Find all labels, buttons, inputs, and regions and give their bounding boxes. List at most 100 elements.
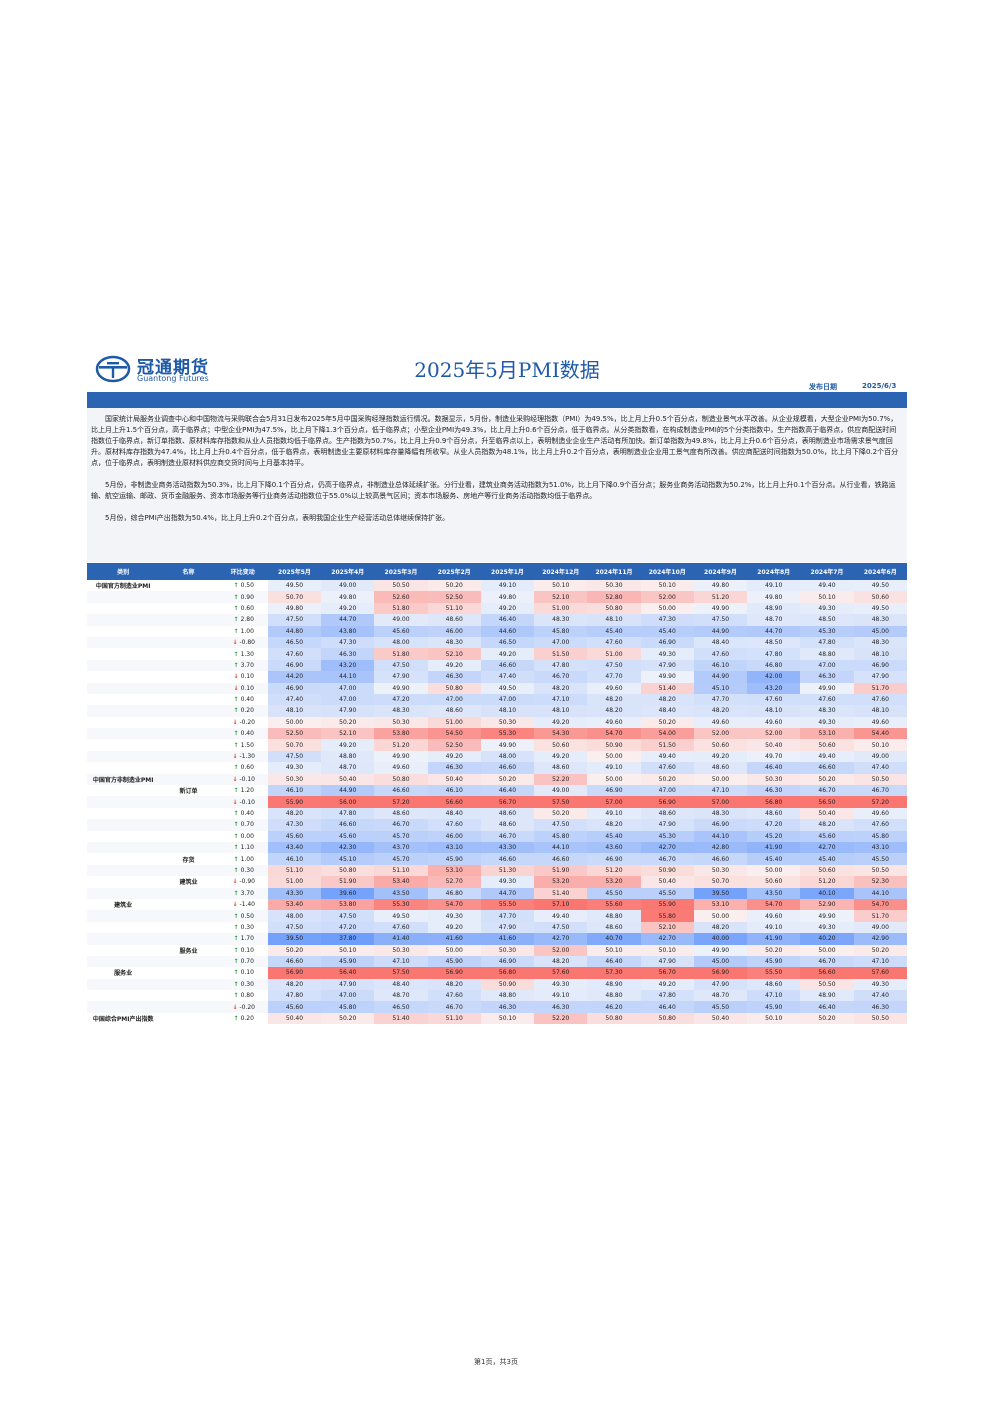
mom-change-value: 0.40 [240, 696, 254, 704]
value-cell: 47.90 [640, 819, 694, 831]
value-cell: 49.90 [374, 682, 428, 694]
mom-change-value: 0.30 [240, 980, 254, 988]
value-cell: 49.30 [800, 921, 854, 934]
mom-change-cell: ↑ 0.20 [218, 705, 268, 716]
row-name [159, 933, 217, 944]
value-cell: 47.90 [374, 671, 428, 683]
column-header: 2024年11月 [587, 563, 641, 580]
value-cell: 49.20 [480, 602, 535, 615]
value-cell: 44.90 [693, 625, 748, 637]
value-cell: 46.50 [374, 1001, 428, 1013]
value-cell: 47.70 [693, 693, 748, 706]
mom-change-cell: ↓ -0.10 [218, 796, 268, 807]
table-row: ↑ 0.20 48.10 47.90 48.30 48.60 48.10 48.10 48.20… [87, 705, 907, 717]
value-cell: 50.20 [853, 944, 907, 956]
row-category [87, 762, 159, 773]
value-cell: 45.20 [747, 830, 801, 842]
value-cell: 49.40 [800, 580, 854, 592]
value-cell: 46.70 [853, 785, 907, 797]
value-cell: 50.00 [640, 602, 694, 615]
value-cell: 50.90 [640, 864, 694, 877]
value-cell: 46.90 [640, 636, 694, 649]
value-cell: 48.60 [587, 921, 641, 934]
value-cell: 46.60 [480, 762, 535, 774]
table-row: ↓ 0.10 44.20 44.10 47.90 46.30 47.40 46.70 47.70… [87, 671, 907, 683]
value-cell: 46.70 [800, 955, 854, 968]
column-header: 类别 [87, 563, 160, 580]
value-cell: 42.30 [321, 841, 375, 854]
value-cell: 48.20 [640, 693, 694, 706]
mom-change-cell: ↑ 0.50 [218, 580, 268, 591]
arrow-up-icon: ↑ [233, 627, 239, 635]
mom-change-value: 1.50 [240, 741, 254, 749]
value-cell: 50.20 [321, 716, 375, 729]
mom-change-cell: ↑ 0.10 [218, 967, 268, 978]
mom-change-value: 0.30 [240, 923, 254, 931]
value-cell: 56.90 [640, 796, 694, 808]
column-header: 2024年10月 [640, 563, 694, 580]
row-category [87, 876, 159, 887]
page-footer: 第1页，共3页 [474, 1358, 518, 1366]
value-cell: 49.30 [480, 876, 535, 888]
value-cell: 50.40 [427, 773, 481, 786]
value-cell: 51.10 [267, 864, 322, 877]
value-cell: 49.30 [800, 602, 854, 615]
mom-change-cell: ↑ 1.10 [218, 842, 268, 853]
mom-change-value: 0.90 [240, 593, 254, 601]
arrow-up-icon: ↑ [233, 604, 239, 612]
value-cell: 44.10 [534, 841, 588, 854]
value-cell: 46.30 [534, 1001, 588, 1013]
row-category [87, 751, 159, 762]
mom-change-cell: ↑ 1.50 [218, 739, 268, 750]
mom-change-cell: ↑ 0.40 [218, 808, 268, 819]
value-cell: 46.00 [427, 830, 481, 842]
value-cell: 46.20 [587, 1001, 641, 1013]
summary-paragraph: 国家统计局服务业调查中心和中国物流与采购联合会5月31日发布2025年5月中国采… [91, 415, 899, 467]
value-cell: 48.10 [747, 705, 801, 717]
mom-change-value: 0.80 [240, 992, 254, 1000]
value-cell: 46.30 [747, 785, 801, 797]
mom-change-value: -0.80 [239, 639, 255, 647]
value-cell: 49.20 [693, 750, 748, 763]
row-name [159, 1001, 217, 1012]
value-cell: 51.00 [534, 602, 588, 615]
table-row: ↑ 1.70 39.50 37.80 41.40 41.60 41.60 42.70 40.70… [87, 933, 907, 945]
arrow-up-icon: ↑ [233, 912, 239, 920]
value-cell: 49.80 [321, 591, 375, 603]
value-cell: 46.10 [267, 785, 322, 797]
mom-change-value: 0.60 [240, 604, 254, 612]
value-cell: 57.20 [374, 796, 428, 808]
value-cell: 50.80 [374, 773, 428, 786]
value-cell: 47.30 [640, 614, 694, 626]
value-cell: 52.10 [427, 648, 481, 660]
value-cell: 51.90 [534, 864, 588, 877]
row-name [159, 591, 217, 602]
value-cell: 52.70 [427, 876, 481, 888]
summary-paragraph: 5月份，非制造业商务活动指数为50.3%，比上月下降0.1个百分点，仍高于临界点… [91, 481, 896, 500]
value-cell: 44.10 [853, 887, 907, 899]
header-divider-bar [87, 392, 907, 408]
value-cell: 48.80 [587, 910, 641, 922]
arrow-down-icon: ↓ [232, 718, 238, 726]
value-cell: 50.40 [640, 876, 694, 888]
value-cell: 45.80 [853, 830, 907, 842]
value-cell: 47.90 [640, 955, 694, 968]
value-cell: 45.40 [800, 853, 854, 865]
value-cell: 50.80 [587, 1012, 641, 1025]
value-cell: 50.20 [534, 807, 588, 820]
value-cell: 51.00 [587, 648, 641, 660]
row-name [159, 694, 217, 705]
value-cell: 45.40 [747, 853, 801, 865]
value-cell: 47.50 [321, 910, 375, 922]
value-cell: 47.50 [267, 921, 322, 934]
value-cell: 50.60 [800, 864, 854, 877]
table-row: ↑ 3.70 46.90 43.20 47.50 49.20 46.60 47.80 47.50… [87, 659, 907, 672]
value-cell: 42.70 [640, 933, 694, 945]
row-name [159, 603, 217, 614]
value-cell: 48.30 [374, 705, 428, 717]
pmi-data-table: 类别 名称 环比变动 2025年5月 2025年4月 2025年3月 2025年2月 2025… [87, 563, 907, 1025]
company-logo: 冠通期货 Guantong Futures [95, 353, 235, 387]
value-cell: 51.40 [374, 1012, 428, 1025]
mom-change-value: 0.20 [240, 1015, 254, 1023]
mom-change-value: 0.10 [240, 969, 254, 977]
